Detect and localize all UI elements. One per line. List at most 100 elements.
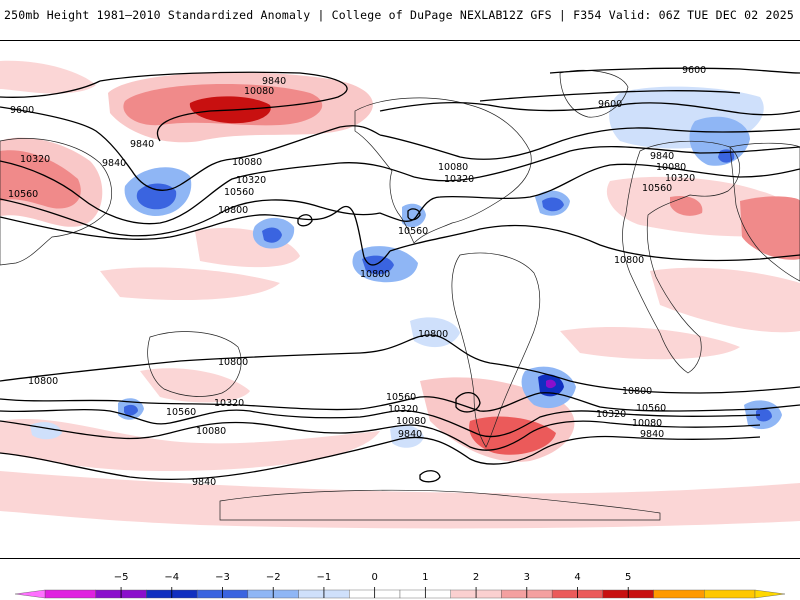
contour-10560-nh-west [0,198,381,237]
anomaly-positive-sh-w [0,418,380,471]
contour-9840-nh-west [99,71,348,142]
greenland-outline [559,70,629,118]
colorbar-svg [14,587,786,599]
contour-label: 9840 [650,151,674,162]
contour-10800-nh-west [0,205,391,266]
contour-closed-low-npac [297,214,313,227]
contour-10080-nh-west [0,106,381,191]
anomaly-negative-epac-core [362,255,394,275]
contour-label: 10320 [444,174,474,185]
contour-label: 10800 [360,269,390,280]
colorbar-cell [44,589,96,599]
australia-outline [147,331,242,397]
colorbar-tick-label: 5 [625,572,632,583]
anomaly-negative-wnatl-core [542,197,564,212]
colorbar-tick-label: 4 [574,572,581,583]
anomaly-positive-asia-core [0,150,81,209]
anomaly-positive-sam-core [469,416,556,455]
contour-label: 10080 [196,426,226,437]
anomaly-positive-tropics-w [100,267,280,301]
colorbar-tick-label: −3 [215,572,230,583]
contour-label: 10560 [224,187,254,198]
colorbar-tick-label: −5 [113,572,129,583]
contour-label: 10080 [232,157,262,168]
colorbar-cell [704,589,756,599]
contour-label: 9840 [192,477,216,488]
anomaly-negative-npac-mid-core [262,227,282,243]
contour-label: 10560 [386,392,416,403]
contour-10320-sh [0,408,761,438]
colorbar-tick-label: 0 [371,572,378,583]
contour-label: 10320 [20,154,50,165]
anomaly-positive-sh-belt [0,471,800,529]
negative-anomaly-layer [30,86,782,448]
contour-label: 9600 [682,65,706,76]
contour-label: 10800 [418,329,448,340]
contour-10080-us [379,127,800,160]
colorbar: −5 −4 −3 −2 −1 0 1 2 3 4 5 [0,572,800,600]
colorbar-tick-label: 1 [422,572,429,583]
contour-closed-low-sh [419,470,441,483]
contour-9600-atl [549,67,800,74]
contour-10560-sh [0,392,800,412]
contour-label: 10320 [214,398,244,409]
contour-label: 9840 [130,139,154,150]
map-svg: 9840 10080 9600 9840 10320 9840 10080 10… [0,60,800,529]
contour-label: 10560 [636,403,666,414]
colorbar-ticks [120,587,629,598]
contour-label: 10560 [398,226,428,237]
anomaly-negative-indian-core [756,408,772,422]
asia-west-outline [729,142,800,282]
contour-label: 9840 [398,429,422,440]
map-title: 250mb Height 1981–2010 Standardized Anom… [4,8,503,22]
anomaly-positive-siberia [0,60,96,94]
height-contours [0,67,800,483]
contour-9840-atl [379,102,800,116]
contour-label: 10800 [218,357,248,368]
contour-label: 9840 [640,429,664,440]
anomaly-positive-africa-core [670,195,703,216]
colorbar-tick-label: −2 [265,572,281,583]
contour-9840-sh [0,435,761,481]
colorbar-cells [14,589,786,599]
contour-label: 10800 [28,376,58,387]
contour-label: 10560 [166,407,196,418]
anomaly-positive-mideast [740,196,800,260]
contour-label: 10320 [388,404,418,415]
header: 250mb Height 1981–2010 Standardized Anom… [0,0,800,30]
anomaly-negative-aus-w-core [124,404,138,416]
contour-label: 10800 [218,205,248,216]
contour-10560-mexico [379,163,800,223]
contour-label: 9840 [262,76,286,87]
colorbar-tick-label: 2 [472,572,480,583]
colorbar-tick-label: −1 [316,572,332,583]
anomaly-positive-india [650,267,800,333]
colorbar-cell [653,589,705,599]
contour-label: 10080 [632,418,662,429]
south-america-outline [451,252,541,448]
contour-closed-low-mexico [407,208,421,221]
colorbar-tick-label: 3 [523,572,530,583]
contour-label: 10320 [236,175,266,186]
contour-10800-atl [389,224,800,262]
anomaly-negative-sh-mid [390,424,424,448]
contour-label: 10560 [8,189,38,200]
contour-9600-atl-low [479,90,741,102]
contour-label: 10320 [596,409,626,420]
anomaly-negative-tropics [410,317,460,348]
contour-10800-sh-tropics [0,334,800,394]
run-info: 12Z GFS | F354 Valid: 06Z TUE DEC 02 202… [501,8,794,22]
contour-label: 9600 [598,99,622,110]
colorbar-tick-label: −4 [164,572,180,583]
contour-label: 10080 [438,162,468,173]
anomaly-negative-sam-peak [546,379,556,389]
anomaly-positive-satl [560,326,740,360]
contour-10080-sh [0,420,761,451]
contour-10320-nh-west [0,160,415,225]
contour-10320-us [413,145,800,182]
contour-label: 9840 [102,158,126,169]
contour-label: 10800 [614,255,644,266]
north-america-outline [354,97,532,244]
contour-label: 10320 [665,173,695,184]
colorbar-max-arrow [754,589,786,599]
